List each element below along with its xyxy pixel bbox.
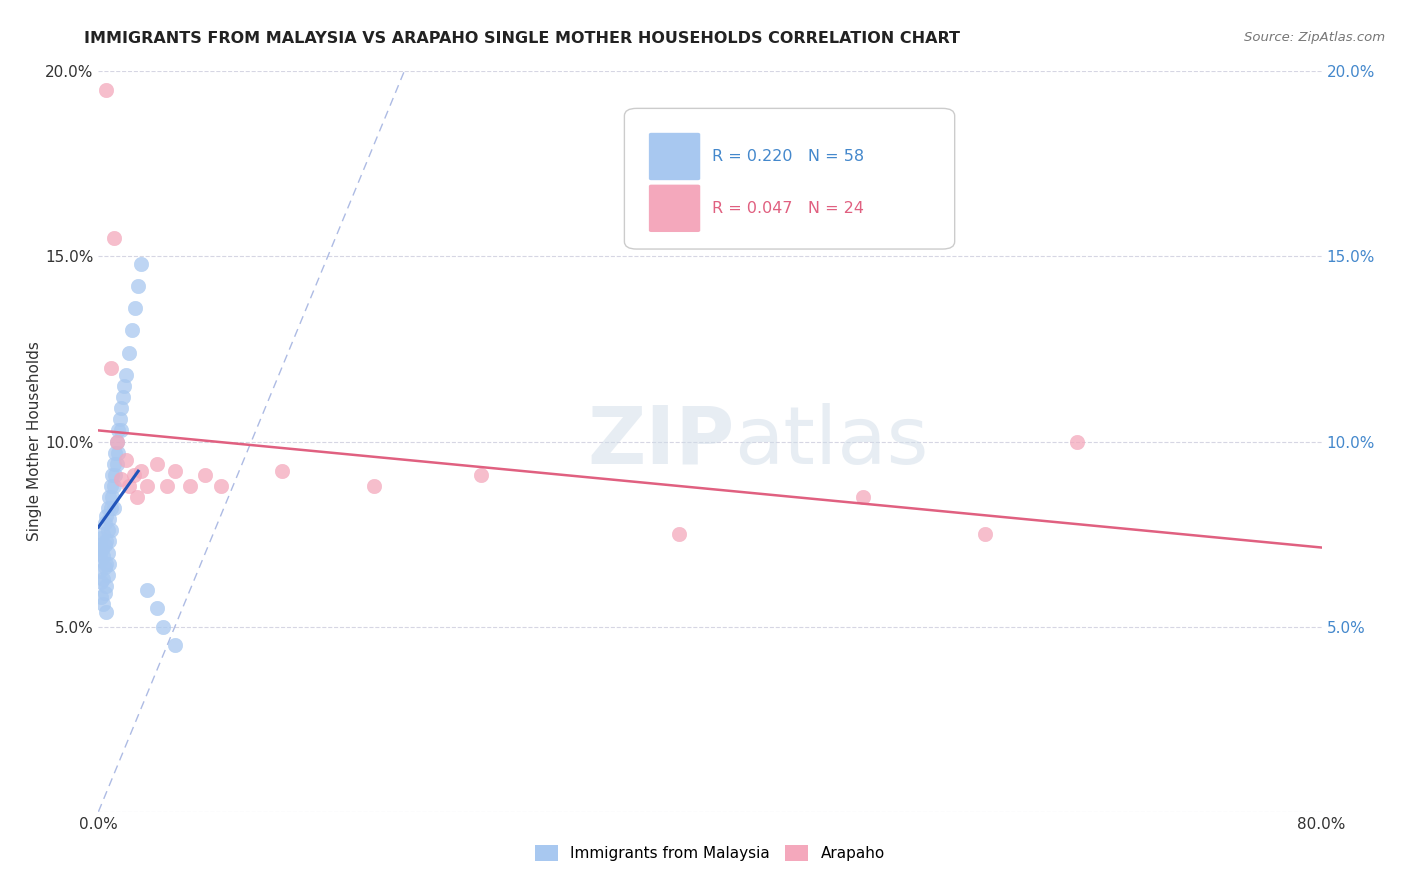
Point [93, 516, 115, 530]
Point [115, 453, 138, 467]
Point [103, 479, 125, 493]
Point [270, 464, 292, 478]
Point [118, 345, 141, 359]
Point [94, 534, 117, 549]
FancyBboxPatch shape [648, 133, 700, 180]
Point [110, 401, 132, 416]
Point [93, 538, 115, 552]
Text: R = 0.220   N = 58: R = 0.220 N = 58 [713, 149, 865, 164]
Point [136, 582, 159, 597]
Point [94, 605, 117, 619]
Point [97, 567, 120, 582]
Point [89, 545, 111, 560]
Point [108, 412, 131, 426]
Text: IMMIGRANTS FROM MALAYSIA VS ARAPAHO SINGLE MOTHER HOUSEHOLDS CORRELATION CHART: IMMIGRANTS FROM MALAYSIA VS ARAPAHO SING… [84, 31, 960, 46]
Point [127, 279, 149, 293]
Point [100, 360, 122, 375]
Point [194, 467, 217, 482]
Point [105, 434, 128, 449]
Point [104, 467, 127, 482]
Point [103, 231, 125, 245]
Point [156, 479, 179, 493]
Point [152, 619, 174, 633]
Point [107, 445, 129, 459]
Point [103, 501, 125, 516]
Point [179, 479, 201, 493]
Point [209, 479, 232, 493]
Point [100, 524, 122, 538]
Point [94, 579, 117, 593]
Text: Source: ZipAtlas.com: Source: ZipAtlas.com [1244, 31, 1385, 45]
Point [103, 457, 125, 471]
Point [91, 541, 114, 556]
Text: atlas: atlas [734, 402, 929, 481]
Point [110, 472, 132, 486]
Point [91, 572, 114, 586]
Point [470, 467, 492, 482]
Point [105, 457, 128, 471]
Point [852, 490, 875, 504]
Point [125, 490, 148, 504]
Point [145, 601, 167, 615]
Point [94, 557, 117, 571]
Point [90, 575, 112, 590]
FancyBboxPatch shape [648, 185, 700, 232]
Point [90, 531, 112, 545]
Point [668, 527, 690, 541]
Point [163, 638, 186, 652]
Point [107, 424, 129, 438]
Point [112, 379, 135, 393]
Point [90, 553, 112, 567]
Point [363, 479, 385, 493]
Point [94, 508, 117, 523]
Point [101, 490, 124, 504]
Point [89, 538, 111, 552]
Point [1066, 434, 1088, 449]
Point [111, 390, 134, 404]
Point [98, 512, 121, 526]
Point [136, 479, 159, 493]
Point [91, 527, 114, 541]
Point [145, 457, 167, 471]
Point [98, 490, 121, 504]
Point [89, 564, 111, 578]
Point [105, 434, 128, 449]
Point [93, 586, 115, 600]
Point [91, 598, 114, 612]
Text: ZIP: ZIP [588, 402, 734, 481]
Point [163, 464, 186, 478]
Point [115, 368, 138, 382]
Point [100, 479, 122, 493]
Point [94, 83, 117, 97]
Point [122, 467, 145, 482]
Point [118, 479, 141, 493]
Point [124, 301, 146, 316]
Point [97, 545, 120, 560]
Point [129, 257, 152, 271]
Point [97, 501, 120, 516]
Point [97, 524, 120, 538]
FancyBboxPatch shape [624, 109, 955, 249]
Point [129, 464, 152, 478]
Legend: Immigrants from Malaysia, Arapaho: Immigrants from Malaysia, Arapaho [529, 838, 891, 867]
Point [110, 424, 132, 438]
Y-axis label: Single Mother Households: Single Mother Households [27, 342, 42, 541]
Point [90, 590, 112, 604]
Point [121, 324, 143, 338]
Point [104, 445, 127, 459]
Point [100, 501, 122, 516]
Point [98, 557, 121, 571]
Point [98, 534, 121, 549]
Point [101, 467, 124, 482]
Point [91, 549, 114, 564]
Point [974, 527, 997, 541]
Point [93, 560, 115, 574]
Text: R = 0.047   N = 24: R = 0.047 N = 24 [713, 201, 865, 216]
